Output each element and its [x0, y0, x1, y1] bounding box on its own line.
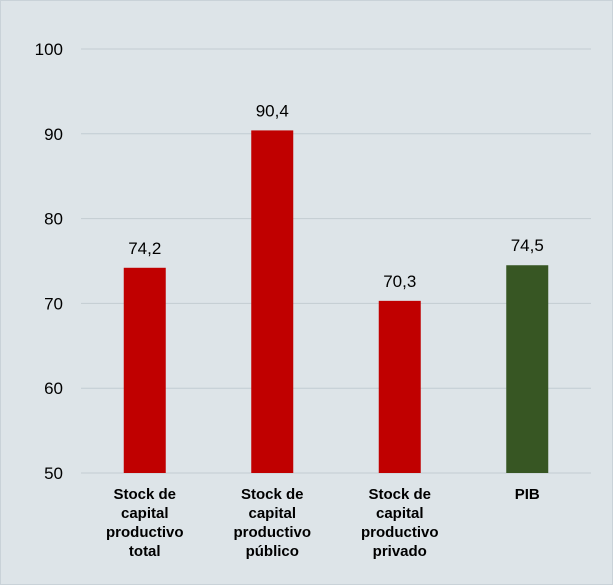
category-label-line: capital — [376, 505, 424, 522]
category-label-line: privado — [373, 543, 427, 560]
category-label-line: productivo — [361, 524, 439, 541]
y-tick-label-50: 50 — [44, 464, 63, 483]
category-label-3: Stock de capital productivo privado — [361, 486, 439, 560]
bar-3 — [378, 300, 421, 473]
category-label-line: capital — [121, 505, 169, 522]
data-label-4: 74,5 — [511, 236, 544, 255]
category-label-line: Stock de — [113, 486, 176, 503]
data-label-2: 90,4 — [256, 101, 289, 120]
category-label-line: capital — [248, 505, 296, 522]
y-tick-label-90: 90 — [44, 125, 63, 144]
category-label-line: productivo — [106, 524, 184, 541]
y-tick-label-100: 100 — [35, 40, 63, 59]
y-tick-label-80: 80 — [44, 210, 63, 229]
category-label-line: Stock de — [241, 486, 304, 503]
gridlines — [81, 48, 591, 474]
category-label-line: Stock de — [368, 486, 431, 503]
y-tick-label-60: 60 — [44, 379, 63, 398]
y-tick-label-70: 70 — [44, 294, 63, 313]
category-labels: Stock de capital productivo total Stock de ca… — [106, 486, 540, 560]
bar-2 — [251, 130, 294, 473]
category-label-line: público — [246, 543, 299, 560]
data-labels: 74,2 90,4 70,3 74,5 — [128, 101, 544, 290]
bar-4 — [506, 265, 549, 473]
category-label-line: productivo — [234, 524, 312, 541]
y-axis-ticks: 50 60 70 80 90 100 — [35, 40, 63, 483]
category-label-1: Stock de capital productivo total — [106, 486, 184, 560]
bars — [123, 130, 549, 473]
data-label-3: 70,3 — [383, 272, 416, 291]
category-label-line: PIB — [515, 486, 540, 503]
bar-1 — [123, 267, 166, 473]
category-label-line: total — [129, 543, 161, 560]
category-label-2: Stock de capital productivo público — [234, 486, 312, 560]
data-label-1: 74,2 — [128, 239, 161, 258]
category-label-4: PIB — [515, 486, 540, 503]
